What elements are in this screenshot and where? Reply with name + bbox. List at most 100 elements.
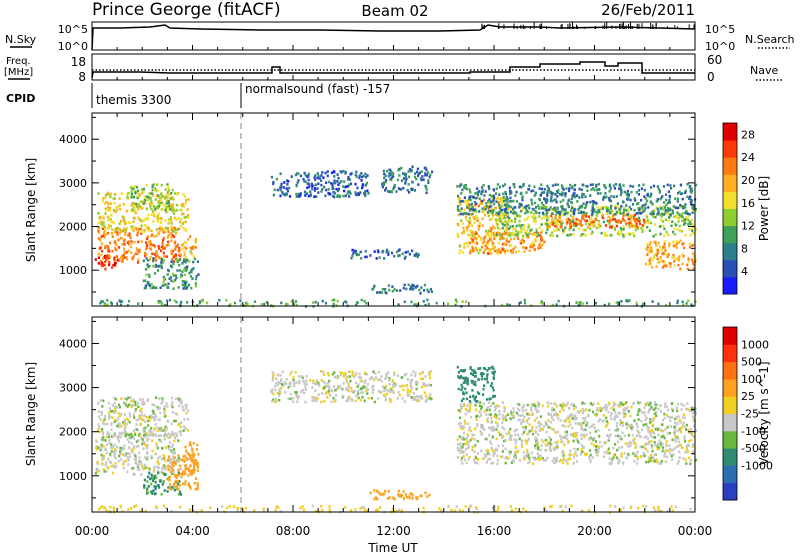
echo-cell (350, 172, 353, 175)
echo-cell (382, 492, 386, 496)
echo-cell (146, 456, 149, 460)
echo-cell (485, 202, 488, 205)
echo-cell (178, 254, 181, 257)
echo-cell (551, 234, 555, 238)
echo-cell (363, 299, 366, 303)
echo-cell (512, 212, 515, 215)
echo-cell (357, 389, 360, 393)
echo-cell (656, 445, 659, 448)
echo-cell (383, 389, 386, 392)
echo-cell (480, 426, 483, 429)
echo-cell (668, 244, 671, 248)
echo-cell (156, 446, 159, 450)
echo-cell (472, 216, 475, 219)
echo-cell (159, 228, 162, 232)
echo-cell (149, 477, 152, 481)
echo-cell (466, 409, 469, 412)
echo-cell (157, 466, 161, 470)
echo-cell (540, 300, 543, 303)
echo-cell (687, 218, 690, 221)
echo-cell (589, 183, 592, 187)
echo-cell (127, 299, 131, 303)
echo-cell (462, 427, 465, 430)
noise-sky-trace (91, 24, 696, 51)
echo-cell (515, 229, 518, 233)
echo-cell (521, 196, 524, 200)
echo-cell (175, 397, 178, 401)
echo-cell (625, 209, 628, 212)
echo-cell (113, 405, 116, 409)
echo-cell (540, 423, 543, 426)
echo-cell (149, 286, 152, 290)
echo-cell (606, 234, 609, 237)
echo-cell (415, 387, 418, 391)
echo-cell (314, 396, 317, 399)
echo-cell (556, 223, 559, 226)
echo-cell (168, 465, 171, 468)
echo-cell (521, 195, 524, 198)
echo-cell (108, 255, 112, 259)
echo-cell (154, 198, 157, 201)
echo-cell (614, 403, 617, 406)
echo-cell (665, 198, 668, 202)
echo-cell (347, 190, 350, 193)
echo-cell (106, 299, 109, 302)
echo-cell (331, 372, 334, 376)
echo-cell (549, 199, 553, 203)
echo-cell (517, 214, 520, 217)
echo-cell (143, 414, 146, 418)
echo-cell (137, 463, 140, 467)
echo-cell (488, 198, 491, 201)
echo-cell (330, 400, 333, 404)
echo-cell (685, 423, 688, 427)
echo-cell (190, 268, 194, 271)
echo-cell (100, 413, 103, 416)
echo-cell (118, 259, 121, 262)
echo-cell (416, 380, 419, 383)
echo-cell (362, 386, 365, 390)
echo-cell (304, 385, 307, 389)
echo-cell (142, 202, 145, 205)
echo-cell (461, 300, 464, 303)
echo-cell (567, 406, 571, 410)
echo-cell (182, 429, 185, 432)
echo-cell (663, 227, 666, 231)
echo-cell (154, 433, 157, 436)
echo-cell (136, 233, 139, 237)
echo-cell (616, 205, 619, 209)
echo-cell (387, 371, 390, 374)
echo-cell (503, 208, 506, 211)
echo-cell (175, 232, 178, 235)
echo-cell (334, 181, 337, 185)
echo-cell (575, 224, 578, 228)
echo-cell (508, 186, 511, 190)
echo-cell (562, 408, 565, 412)
echo-cell (154, 263, 157, 267)
echo-cell (110, 464, 113, 468)
echo-cell (115, 256, 118, 260)
echo-cell (620, 204, 623, 208)
echo-cell (180, 400, 183, 403)
echo-cell (176, 203, 179, 207)
echo-cell (534, 446, 537, 449)
echo-cell (286, 189, 289, 193)
echo-cell (193, 465, 196, 468)
echo-cell (585, 452, 589, 456)
echo-cell (384, 395, 387, 399)
echo-cell (321, 299, 324, 303)
echo-cell (667, 449, 670, 453)
echo-cell (398, 187, 401, 191)
echo-cell (528, 460, 532, 463)
echo-cell (582, 202, 585, 206)
echo-cell (521, 205, 524, 209)
echo-cell (97, 211, 100, 215)
colorbar-segment (723, 242, 737, 261)
echo-cell (174, 274, 177, 277)
echo-cell (592, 402, 595, 406)
echo-cell (101, 262, 104, 266)
echo-cell (609, 187, 612, 190)
echo-cell (523, 455, 526, 458)
echo-cell (102, 224, 105, 227)
echo-cell (113, 420, 116, 424)
echo-cell (154, 255, 157, 258)
